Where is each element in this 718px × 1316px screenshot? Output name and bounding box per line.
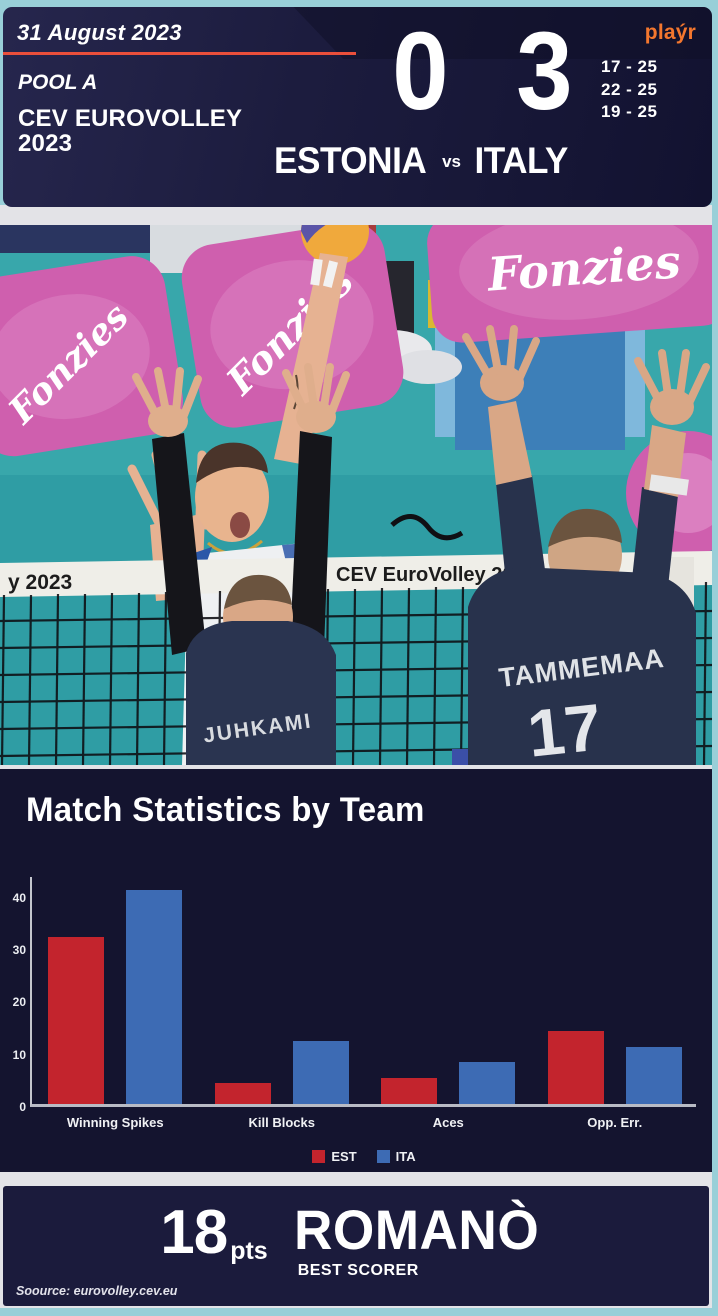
scorer-block: ROMANÒ BEST SCORER — [294, 1202, 552, 1280]
bar-est-3 — [547, 1030, 604, 1104]
stand-steps — [455, 325, 625, 450]
legend-label: EST — [331, 1149, 357, 1164]
accent-divider — [3, 52, 356, 55]
blocker-jersey — [468, 567, 696, 765]
score-home: 0 — [392, 10, 448, 133]
blocker-hair — [224, 574, 292, 609]
playr-logo: plaýr — [644, 21, 696, 44]
finger-tape — [310, 258, 323, 286]
pool-label: POOL A — [18, 71, 98, 94]
spiker-hair — [196, 442, 268, 483]
blocker-tammemaa: TAMMEMAA 17 — [462, 325, 710, 765]
blocker-sleeve — [152, 433, 206, 655]
floor-cable — [390, 514, 464, 541]
blocker-sleeve — [632, 487, 678, 587]
y-axis-tick: 10 — [12, 1047, 26, 1062]
set-score-line: 22 - 25 — [601, 79, 658, 99]
bar-est-0 — [48, 936, 105, 1104]
match-date: 31 August 2023 — [17, 20, 182, 45]
bar-est-1 — [214, 1083, 271, 1104]
y-axis-tick: 40 — [12, 890, 26, 905]
match-photo: Fonzies Fonzies Fonzies — [0, 225, 712, 765]
best-scorer-name: ROMANÒ — [293, 1198, 539, 1261]
bar-est-2 — [381, 1077, 438, 1104]
source-credit: Soource: eurovolley.cev.eu — [16, 1284, 178, 1298]
blocker-hand — [462, 325, 540, 401]
blocker-hand — [634, 349, 710, 425]
wrist-tape — [649, 474, 689, 496]
blocker-forearm — [488, 401, 532, 485]
legend-label: ITA — [395, 1149, 416, 1164]
points-unit: pts — [230, 1237, 268, 1265]
legend-swatch — [312, 1150, 326, 1163]
spiker-head — [195, 452, 269, 542]
blocker-jersey — [186, 621, 336, 765]
set-scores: 17 - 25 22 - 25 19 - 25 — [601, 56, 657, 124]
category-label: Opp. Err. — [587, 1115, 643, 1130]
vs-label: vs — [442, 152, 461, 171]
blocker-juhkami: JUHKAMI — [132, 363, 350, 765]
competition-title: CEV EUROVOLLEY 2023 — [18, 106, 248, 157]
points-block: 18 pts — [160, 1198, 268, 1267]
chart-title: Match Statistics by Team — [26, 791, 425, 829]
photo-scene: Fonzies Fonzies Fonzies — [0, 225, 712, 765]
competition-line: CEV EUROVOLLEY 2023 — [18, 105, 242, 158]
volleyball — [301, 225, 369, 265]
legend-item: EST — [312, 1149, 357, 1164]
points-value: 18 — [160, 1198, 228, 1267]
stats-card: Match Statistics by Team 0 10 20 30 40 Winnin… — [0, 769, 712, 1172]
legend-swatch — [376, 1150, 390, 1163]
blocker-sleeve — [290, 431, 332, 649]
header-card: 31 August 2023 POOL A CEV EUROVOLLEY 202… — [3, 7, 712, 207]
blocker-hand — [282, 363, 350, 433]
legend-item: ITA — [376, 1149, 416, 1164]
sponsor-board: Fonzies — [0, 256, 184, 457]
bar-chart: 0 10 20 30 40 Winning Spikes Kill Blocks Aces Op… — [13, 877, 696, 1164]
team-home: ESTONIA — [274, 140, 427, 181]
blocker-sleeve — [496, 475, 546, 583]
sponsor-board: Fonzies — [427, 225, 712, 343]
category-label: Winning Spikes — [66, 1115, 164, 1130]
footer-card: 18 pts ROMANÒ BEST SCORER Soource: eurov… — [3, 1186, 709, 1306]
spiker-arm — [274, 253, 348, 465]
y-axis-tick: 20 — [12, 995, 26, 1010]
set-score-line: 19 - 25 — [601, 102, 658, 122]
set-score-line: 17 - 25 — [601, 57, 658, 76]
blocker-hand — [132, 367, 202, 437]
arena-wall — [0, 225, 170, 253]
best-scorer-row: 18 pts ROMANÒ BEST SCORER — [3, 1202, 709, 1280]
score-away: 3 — [516, 10, 572, 133]
finger-tape — [322, 260, 338, 288]
team-away: ITALY — [474, 140, 569, 181]
bar-ita-1 — [292, 1041, 349, 1104]
legend: EST ITA — [32, 1149, 696, 1164]
y-axis-tick: 0 — [19, 1100, 26, 1114]
bar-ita-2 — [459, 1062, 516, 1104]
category-label: Aces — [432, 1115, 464, 1130]
bar-ita-0 — [126, 889, 183, 1104]
bar-ita-3 — [625, 1046, 682, 1104]
sneaker — [394, 350, 462, 384]
y-axis-tick: 30 — [12, 943, 26, 958]
spiker-mouth — [230, 512, 250, 538]
net-band-text-left: y 2023 — [8, 571, 72, 594]
volleyball-panel — [301, 225, 326, 243]
jersey-number: 17 — [524, 689, 605, 765]
best-scorer-label: BEST SCORER — [297, 1262, 419, 1279]
teams-line: ESTONIA vs ITALY — [228, 140, 613, 182]
category-label: Kill Blocks — [248, 1115, 315, 1130]
blocker-hair — [548, 508, 622, 547]
